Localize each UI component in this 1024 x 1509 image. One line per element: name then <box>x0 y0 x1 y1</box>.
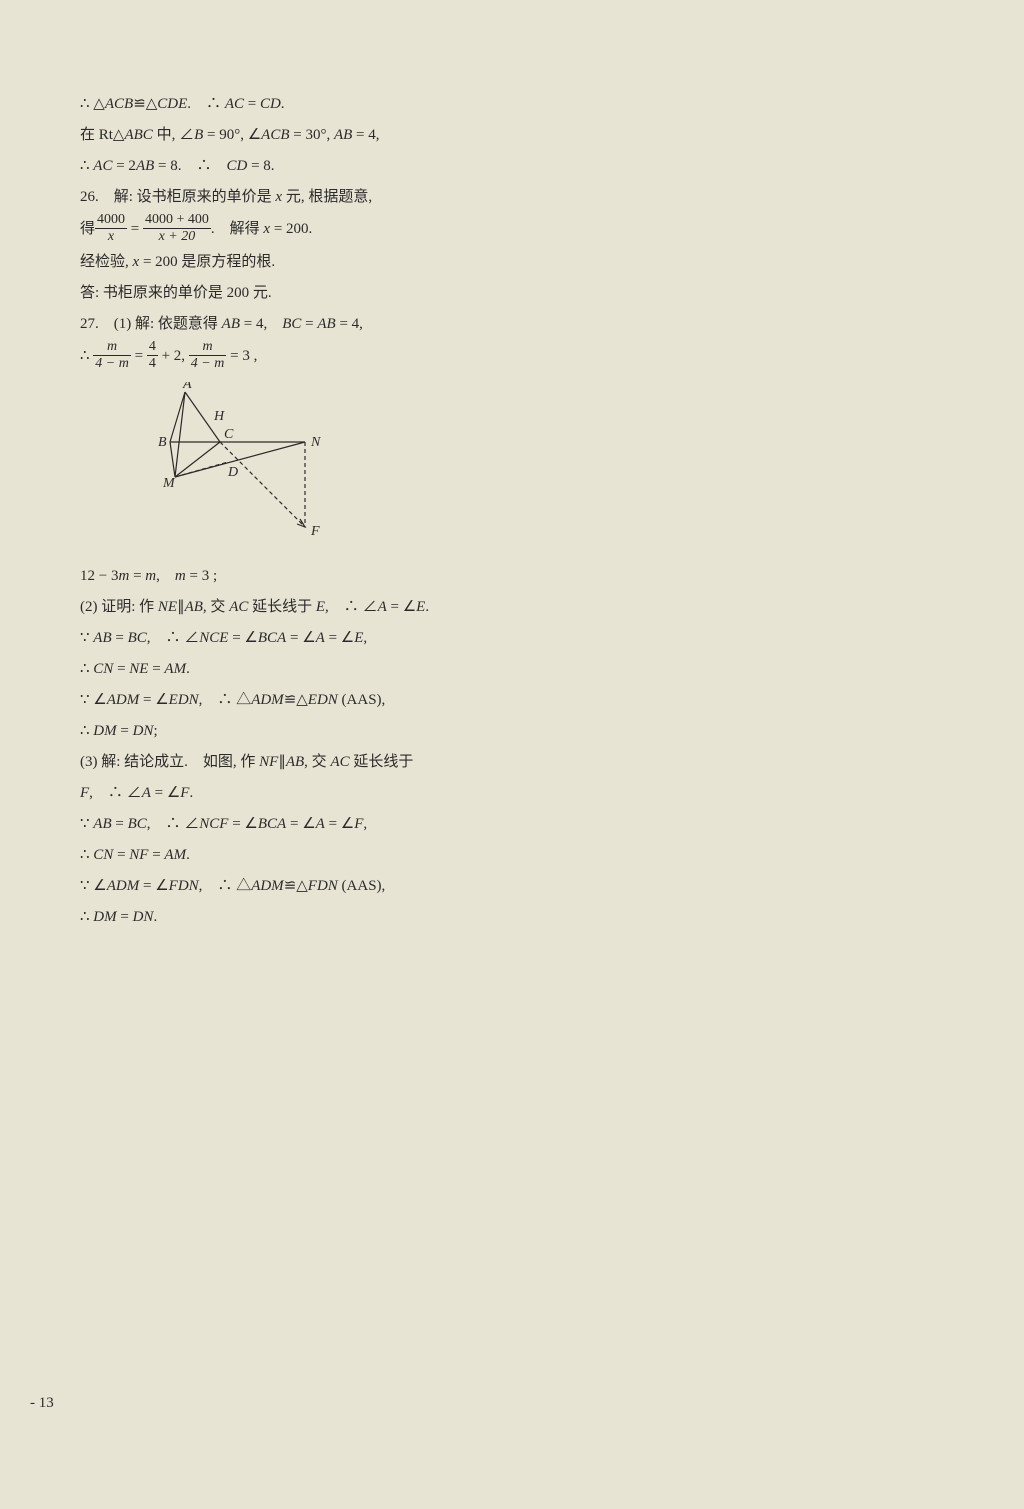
text-line: ∵ ∠ADM = ∠EDN, ∴ △ADM≌△EDN (AAS), <box>80 686 540 714</box>
page-number: - 13 <box>30 1395 54 1412</box>
text-line: ∴ m4 − m = 44 + 2, m4 − m = 3 , <box>80 341 540 372</box>
text-line: ∵ ∠ADM = ∠FDN, ∴ △ADM≌△FDN (AAS), <box>80 872 540 900</box>
math-solution-text: ∴ △ACB≌△CDE. ∴ AC = CD. 在 Rt△ABC 中, ∠B =… <box>0 0 590 931</box>
text-line: (3) 解: 结论成立. 如图, 作 NF∥AB, 交 AC 延长线于 <box>80 748 540 776</box>
text-line: ∴ DM = DN; <box>80 717 540 745</box>
text-line: ∵ AB = BC, ∴ ∠NCF = ∠BCA = ∠A = ∠F, <box>80 810 540 838</box>
text-line: 得4000x = 4000 + 400x + 20. 解得 x = 200. <box>80 214 540 245</box>
svg-text:B: B <box>158 435 167 450</box>
fraction: 44 <box>147 340 158 371</box>
triangle-diagram-svg: A B C D H M N F <box>130 382 330 542</box>
text-line: 26. 解: 设书柜原来的单价是 x 元, 根据题意, <box>80 183 540 211</box>
text-line: ∴ CN = NE = AM. <box>80 655 540 683</box>
text-line: ∴ △ACB≌△CDE. ∴ AC = CD. <box>80 90 540 118</box>
svg-text:N: N <box>310 435 321 450</box>
text-line: ∴ CN = NF = AM. <box>80 841 540 869</box>
svg-text:F: F <box>310 524 320 539</box>
text-line: 经检验, x = 200 是原方程的根. <box>80 248 540 276</box>
fraction: 4000x <box>95 213 127 244</box>
svg-text:M: M <box>162 476 176 491</box>
svg-text:H: H <box>213 409 225 424</box>
text-line: F, ∴ ∠A = ∠F. <box>80 779 540 807</box>
geometry-figure: A B C D H M N F <box>130 382 540 552</box>
fraction: 4000 + 400x + 20 <box>143 213 211 244</box>
fraction: m4 − m <box>93 340 131 371</box>
fraction: m4 − m <box>189 340 227 371</box>
text-line: 27. (1) 解: 依题意得 AB = 4, BC = AB = 4, <box>80 310 540 338</box>
text-line: 12 − 3m = m, m = 3 ; <box>80 562 540 590</box>
text-line: (2) 证明: 作 NE∥AB, 交 AC 延长线于 E, ∴ ∠A = ∠E. <box>80 593 540 621</box>
text-line: 答: 书柜原来的单价是 200 元. <box>80 279 540 307</box>
svg-text:C: C <box>224 427 234 442</box>
text-line: ∴ DM = DN. <box>80 903 540 931</box>
text-line: ∴ AC = 2AB = 8. ∴ CD = 8. <box>80 152 540 180</box>
text-line: 在 Rt△ABC 中, ∠B = 90°, ∠ACB = 30°, AB = 4… <box>80 121 540 149</box>
text-line: ∵ AB = BC, ∴ ∠NCE = ∠BCA = ∠A = ∠E, <box>80 624 540 652</box>
svg-text:D: D <box>227 465 238 480</box>
svg-text:A: A <box>182 382 192 392</box>
